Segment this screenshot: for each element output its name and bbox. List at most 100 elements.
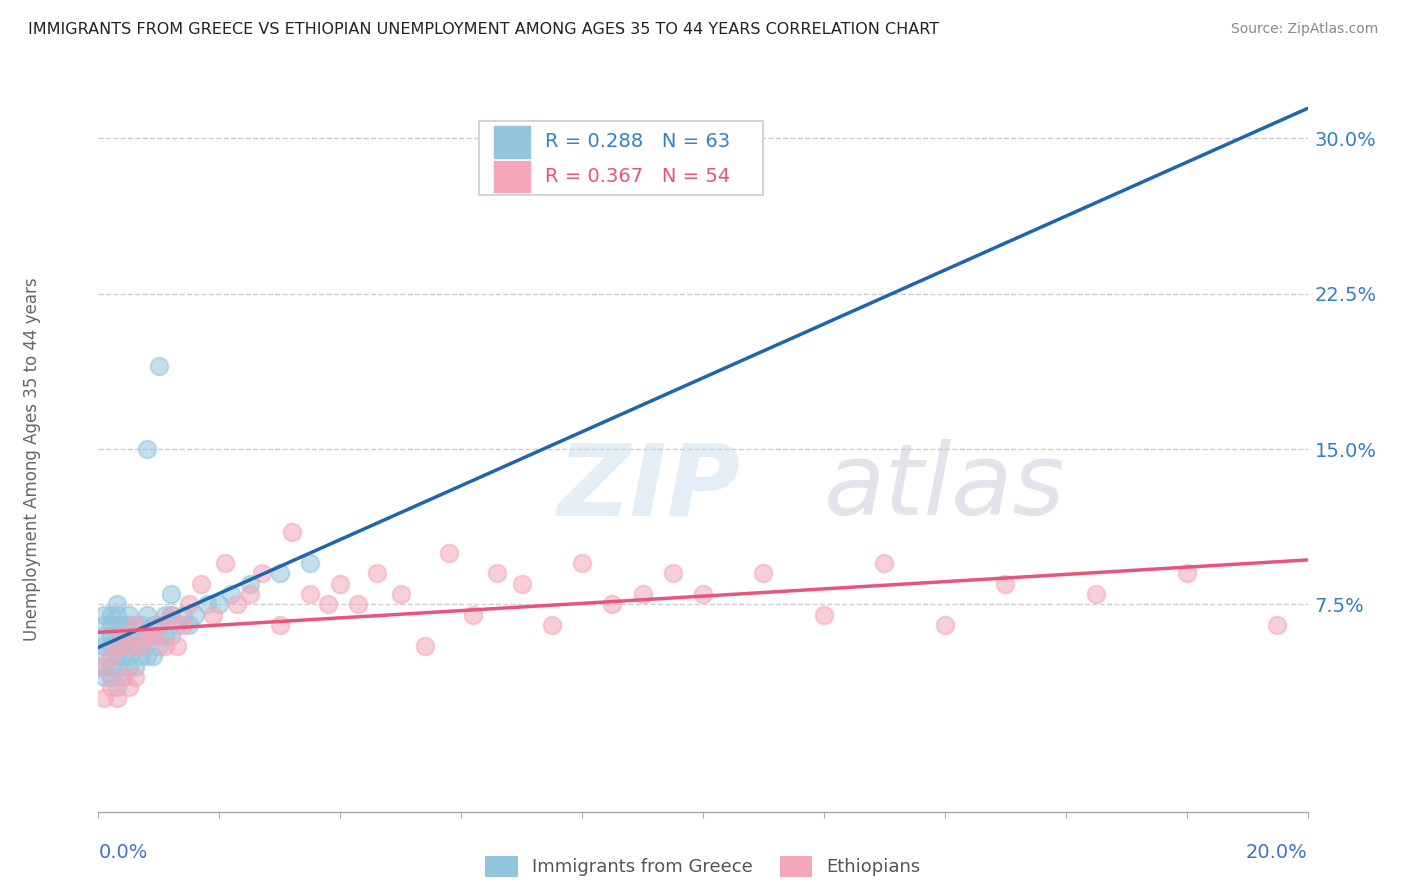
Point: [934, 618, 956, 632]
Point: [118, 659, 141, 673]
Point: [148, 639, 170, 653]
Point: [463, 607, 485, 622]
Text: R = 0.367   N = 54: R = 0.367 N = 54: [544, 167, 730, 186]
Point: [631, 587, 654, 601]
Point: [239, 587, 262, 601]
FancyBboxPatch shape: [479, 121, 763, 195]
Point: [166, 618, 188, 632]
Point: [105, 628, 128, 642]
Point: [118, 618, 141, 632]
Point: [111, 670, 134, 684]
Point: [93, 628, 115, 642]
Point: [510, 576, 533, 591]
Point: [208, 598, 231, 612]
Point: [100, 670, 122, 684]
Point: [389, 587, 412, 601]
Point: [184, 607, 207, 622]
Text: ZIP: ZIP: [558, 439, 741, 536]
Point: [153, 607, 176, 622]
Point: [111, 639, 134, 653]
Point: [135, 649, 157, 664]
Point: [118, 681, 141, 695]
Text: IMMIGRANTS FROM GREECE VS ETHIOPIAN UNEMPLOYMENT AMONG AGES 35 TO 44 YEARS CORRE: IMMIGRANTS FROM GREECE VS ETHIOPIAN UNEM…: [28, 22, 939, 37]
Point: [111, 649, 134, 664]
Point: [135, 442, 157, 456]
Point: [153, 628, 176, 642]
Point: [124, 659, 146, 673]
Point: [100, 639, 122, 653]
Point: [239, 576, 262, 591]
Text: Source: ZipAtlas.com: Source: ZipAtlas.com: [1230, 22, 1378, 37]
Point: [540, 618, 562, 632]
Point: [299, 587, 322, 601]
Point: [124, 670, 146, 684]
Point: [172, 607, 194, 622]
Point: [160, 607, 183, 622]
Text: 20.0%: 20.0%: [1246, 843, 1308, 862]
Point: [160, 587, 183, 601]
Point: [118, 628, 141, 642]
Point: [662, 566, 685, 581]
Point: [195, 598, 218, 612]
Point: [100, 681, 122, 695]
Point: [93, 690, 115, 705]
Point: [142, 628, 165, 642]
Point: [105, 639, 128, 653]
Point: [226, 598, 249, 612]
Text: atlas: atlas: [824, 439, 1066, 536]
Point: [93, 659, 115, 673]
Point: [571, 556, 593, 570]
Point: [153, 639, 176, 653]
Point: [135, 628, 157, 642]
Point: [129, 639, 152, 653]
Point: [100, 628, 122, 642]
Point: [221, 587, 243, 601]
Text: Unemployment Among Ages 35 to 44 years: Unemployment Among Ages 35 to 44 years: [22, 277, 41, 641]
Text: 0.0%: 0.0%: [98, 843, 148, 862]
Legend: Immigrants from Greece, Ethiopians: Immigrants from Greece, Ethiopians: [478, 848, 928, 884]
Point: [148, 618, 170, 632]
Point: [316, 598, 339, 612]
Point: [160, 607, 183, 622]
Point: [142, 649, 165, 664]
Point: [1175, 566, 1198, 581]
Point: [142, 618, 165, 632]
Point: [214, 556, 236, 570]
Point: [118, 607, 141, 622]
Point: [111, 670, 134, 684]
Point: [118, 639, 141, 653]
Point: [752, 566, 775, 581]
Point: [105, 618, 128, 632]
Point: [190, 576, 212, 591]
Point: [135, 607, 157, 622]
Point: [1267, 618, 1289, 632]
Point: [413, 639, 436, 653]
Point: [269, 618, 291, 632]
Point: [105, 607, 128, 622]
Point: [813, 607, 835, 622]
Point: [105, 649, 128, 664]
Point: [148, 618, 170, 632]
Point: [135, 628, 157, 642]
Point: [994, 576, 1017, 591]
Point: [100, 607, 122, 622]
Point: [281, 524, 304, 539]
Point: [1085, 587, 1108, 601]
Point: [90, 659, 112, 673]
Point: [269, 566, 291, 581]
Point: [93, 670, 115, 684]
Point: [100, 649, 122, 664]
Point: [366, 566, 388, 581]
Point: [179, 598, 201, 612]
Text: R = 0.288   N = 63: R = 0.288 N = 63: [544, 132, 730, 152]
Point: [166, 639, 188, 653]
Point: [347, 598, 370, 612]
Point: [160, 628, 183, 642]
Point: [111, 628, 134, 642]
Point: [142, 628, 165, 642]
Point: [105, 690, 128, 705]
Point: [129, 649, 152, 664]
Point: [124, 639, 146, 653]
Point: [100, 659, 122, 673]
Point: [93, 639, 115, 653]
